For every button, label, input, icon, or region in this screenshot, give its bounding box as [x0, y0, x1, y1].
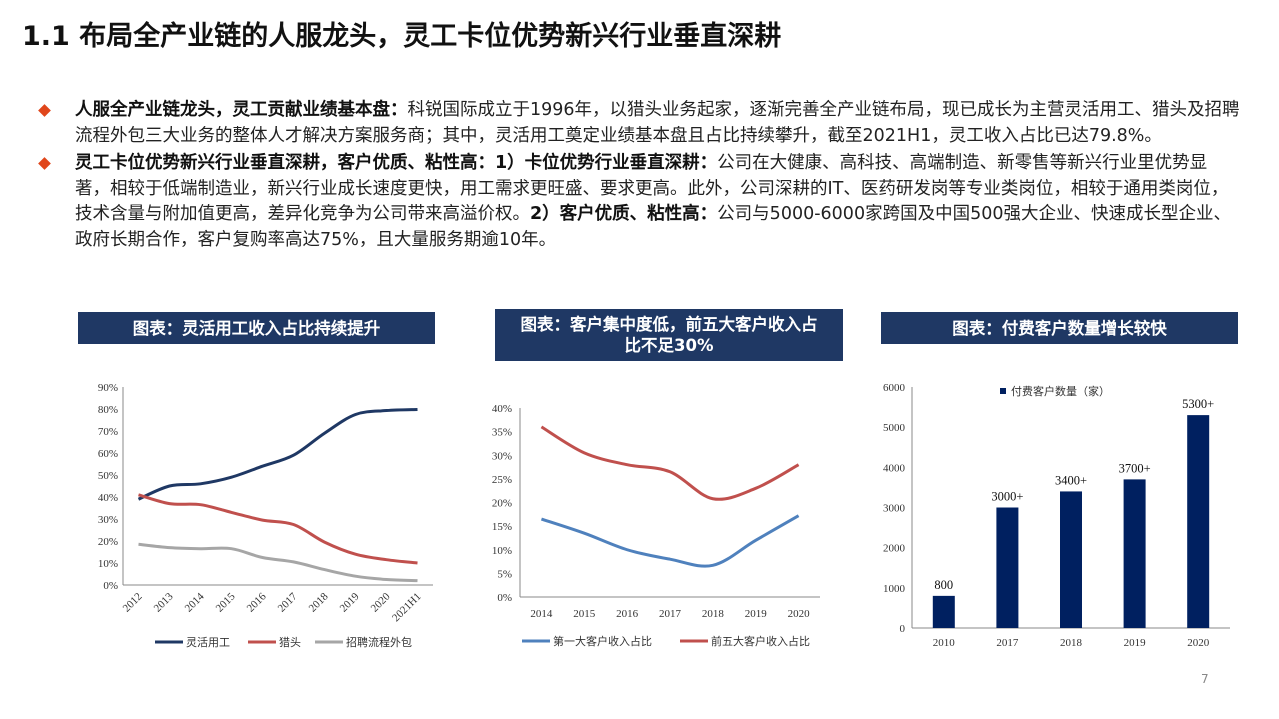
data-label: 3000+ — [991, 490, 1023, 504]
chart-3-caption: 图表：付费客户数量增长较快 — [881, 312, 1238, 344]
y-tick-label: 60% — [98, 448, 118, 460]
x-tick-label: 2017 — [996, 637, 1019, 649]
y-tick-label: 25% — [492, 474, 512, 486]
x-tick-label: 2019 — [338, 590, 362, 614]
bullet-1-text: 科锐国际成立于1996年，以猎头业务起家，逐渐完善全产业链布局，现已成长为主营灵… — [75, 100, 1240, 146]
y-tick-label: 10% — [98, 558, 118, 570]
diamond-bullet-icon — [38, 157, 51, 170]
bullet-2-text: 公司在大健康、高科技、高端制造、新零售等新兴行业里优势显著，相较于低端制造业，新… — [75, 153, 1229, 224]
x-tick-label: 2014 — [183, 590, 207, 614]
y-tick-label: 50% — [98, 470, 118, 482]
y-tick-label: 10% — [492, 545, 512, 557]
bullet-2-text2: 公司与5000-6000家跨国及中国500强大企业、快速成长型企业、政府长期合作… — [75, 204, 1231, 250]
chart-2-caption: 图表：客户集中度低，前五大客户收入占比不足30% — [495, 309, 843, 361]
x-tick-label: 2015 — [573, 608, 596, 620]
series-line — [138, 542, 418, 583]
legend-label: 招聘流程外包 — [346, 635, 412, 649]
x-tick-label: 2018 — [1060, 637, 1083, 649]
y-tick-label: 5% — [497, 568, 512, 580]
legend-label: 第一大客户收入占比 — [553, 634, 652, 648]
y-tick-label: 6000 — [883, 382, 906, 394]
y-tick-label: 0% — [103, 580, 118, 592]
x-tick-label: 2019 — [745, 608, 768, 620]
chart-1-caption: 图表：灵活用工收入占比持续提升 — [78, 312, 435, 344]
y-tick-label: 0 — [900, 623, 906, 635]
x-tick-label: 2020 — [788, 608, 811, 620]
bullet-list: 人服全产业链龙头，灵工贡献业绩基本盘：科锐国际成立于1996年，以猎头业务起家，… — [36, 98, 1241, 255]
y-tick-label: 15% — [492, 521, 512, 533]
chart-2: 0% 5% 10% 15% 20% 25% 30% 35% 40% 2014 2015 2016 201… — [492, 403, 820, 648]
y-tick-label: 20% — [492, 498, 512, 510]
series-line — [137, 407, 418, 501]
x-tick-label: 2019 — [1124, 637, 1147, 649]
legend-swatch — [1000, 388, 1006, 394]
x-tick-label: 2016 — [616, 608, 639, 620]
y-tick-label: 70% — [98, 426, 118, 438]
x-tick-label: 2015 — [214, 590, 238, 614]
x-tick-label: 2021H1 — [390, 591, 424, 625]
x-tick-label: 2017 — [659, 608, 682, 620]
y-tick-label: 20% — [98, 536, 118, 548]
bar — [932, 595, 955, 628]
series-line — [540, 425, 800, 501]
bar — [996, 507, 1019, 628]
data-label: 5300+ — [1182, 397, 1214, 411]
page-title: 1.1 布局全产业链的人服龙头，灵工卡位优势新兴行业垂直深耕 — [22, 21, 782, 52]
y-tick-label: 5000 — [883, 422, 906, 434]
y-tick-label: 30% — [98, 514, 118, 526]
x-tick-label: 2013 — [152, 590, 176, 614]
y-tick-label: 1000 — [883, 583, 906, 595]
bullet-2-subheading: 2）客户优质、粘性高： — [530, 204, 718, 224]
data-label: 3400+ — [1055, 473, 1087, 487]
bar — [1187, 415, 1210, 628]
x-tick-label: 2012 — [121, 591, 145, 615]
legend-label: 前五大客户收入占比 — [711, 634, 810, 648]
y-tick-label: 0% — [497, 592, 512, 604]
page-number: 7 — [1201, 672, 1209, 686]
bar — [1123, 479, 1146, 628]
chart-1: 0% 10% 20% 30% 40% 50% 60% 70% 80% 90% 2012 2013 201… — [98, 382, 433, 649]
y-tick-label: 40% — [492, 403, 512, 415]
series-line — [540, 514, 800, 568]
y-tick-label: 3000 — [883, 503, 906, 515]
legend-label: 付费客户数量（家） — [1011, 384, 1110, 398]
x-tick-label: 2010 — [933, 637, 956, 649]
y-tick-label: 30% — [492, 450, 512, 462]
data-label: 3700+ — [1119, 461, 1151, 475]
x-tick-label: 2014 — [530, 608, 553, 620]
diamond-bullet-icon — [38, 104, 51, 117]
x-tick-label: 2018 — [702, 608, 725, 620]
bullet-item-1: 人服全产业链龙头，灵工贡献业绩基本盘：科锐国际成立于1996年，以猎头业务起家，… — [36, 98, 1241, 149]
x-tick-label: 2017 — [276, 590, 300, 614]
bullet-item-2: 灵工卡位优势新兴行业垂直深耕，客户优质、粘性高：1）卡位优势行业垂直深耕：公司在… — [36, 151, 1241, 253]
y-tick-label: 35% — [492, 427, 512, 439]
bar — [1060, 491, 1082, 628]
chart-3: 0 1000 2000 3000 4000 5000 6000 800 2010 3000+ 201… — [883, 382, 1230, 649]
y-tick-label: 80% — [98, 404, 118, 416]
y-tick-label: 90% — [98, 382, 118, 394]
series-line — [138, 493, 418, 565]
y-tick-label: 40% — [98, 492, 118, 504]
x-tick-label: 2018 — [307, 590, 331, 614]
legend-label: 猎头 — [279, 635, 301, 649]
bullet-2-heading: 灵工卡位优势新兴行业垂直深耕，客户优质、粘性高：1）卡位优势行业垂直深耕： — [75, 153, 718, 173]
y-tick-label: 2000 — [883, 543, 906, 555]
y-tick-label: 4000 — [883, 462, 906, 474]
x-tick-label: 2020 — [1187, 637, 1210, 649]
x-tick-label: 2020 — [369, 590, 393, 614]
x-tick-label: 2016 — [245, 590, 269, 614]
data-label: 800 — [934, 578, 953, 592]
legend-label: 灵活用工 — [186, 636, 230, 649]
bullet-1-heading: 人服全产业链龙头，灵工贡献业绩基本盘： — [75, 100, 408, 120]
